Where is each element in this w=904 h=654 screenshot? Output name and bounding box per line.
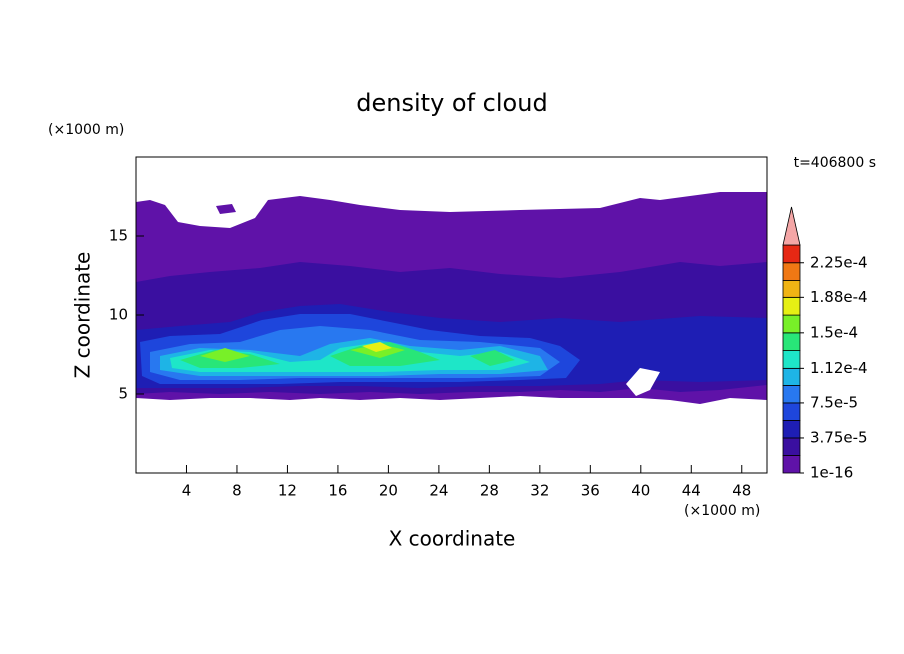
y-tick-label: 15 — [109, 227, 128, 245]
chart-title: density of cloud — [356, 89, 547, 117]
colorbar-tick-label: 3.75e-5 — [810, 428, 868, 446]
x-tick-label: 28 — [480, 482, 499, 500]
colorbar-band — [782, 262, 801, 281]
colorbar-band — [782, 296, 801, 316]
colorbar-band — [782, 367, 801, 386]
x-tick-label: 44 — [682, 482, 701, 500]
colorbar-tick-label: 1e-16 — [810, 464, 853, 482]
colorbar-tick-label: 1.5e-4 — [810, 323, 858, 341]
x-unit: (×1000 m) — [684, 503, 760, 519]
time-label: t=406800 s — [794, 155, 876, 171]
x-tick-label: 4 — [182, 482, 192, 500]
colorbar-band — [782, 437, 801, 456]
y-axis-title: Z coordinate — [71, 252, 95, 379]
x-tick-label: 20 — [379, 482, 398, 500]
colorbar-band — [782, 244, 801, 264]
x-axis-title: X coordinate — [389, 527, 516, 551]
colorbar-band — [782, 332, 801, 351]
colorbar-band — [782, 420, 801, 439]
colorbar-band — [782, 384, 801, 404]
colorbar-tick-label: 1.12e-4 — [810, 359, 868, 377]
colorbar-band — [782, 402, 801, 421]
y-unit: (×1000 m) — [48, 122, 124, 138]
x-tick-label: 8 — [232, 482, 242, 500]
x-tick-label: 16 — [328, 482, 347, 500]
contour-field — [136, 192, 767, 404]
colorbar-extend — [782, 206, 801, 246]
colorbar-band — [782, 280, 801, 298]
x-tick-label: 48 — [732, 482, 751, 500]
colorbar-tick-label: 1.88e-4 — [810, 288, 868, 306]
colorbar-band — [782, 314, 801, 334]
colorbar-tick-label: 2.25e-4 — [810, 253, 868, 271]
y-tick-label: 10 — [109, 306, 128, 324]
x-tick-label: 32 — [530, 482, 549, 500]
x-tick-label: 36 — [581, 482, 600, 500]
x-tick-label: 24 — [429, 482, 448, 500]
colorbar-tick-label: 7.5e-5 — [810, 393, 858, 411]
colorbar-band — [782, 350, 801, 369]
x-tick-label: 40 — [631, 482, 650, 500]
colorbar-band — [782, 455, 801, 474]
y-tick-label: 5 — [118, 385, 128, 403]
x-tick-label: 12 — [278, 482, 297, 500]
